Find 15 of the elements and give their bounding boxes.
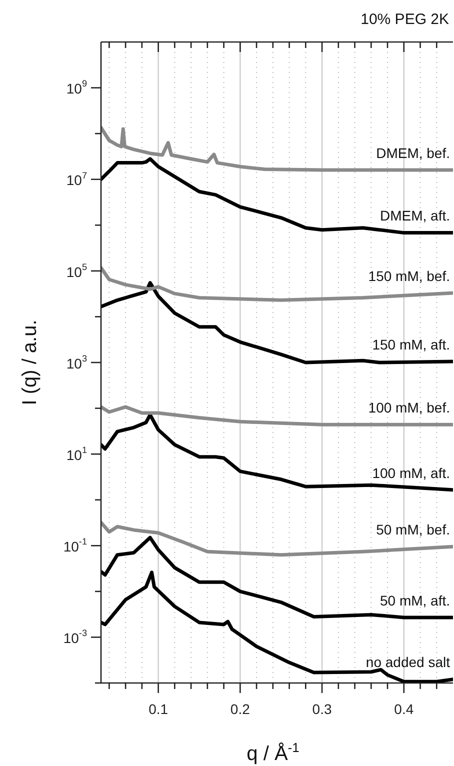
series-label: DMEM, bef. <box>376 144 450 161</box>
series-label: DMEM, aft. <box>380 208 450 224</box>
series-label: 100 mM, aft. <box>372 464 450 481</box>
series-label: 150 mM, aft. <box>372 336 450 352</box>
series-label: 100 mM, bef. <box>368 399 450 416</box>
x-tick-label: 0.4 <box>394 700 414 717</box>
x-tick-label: 0.3 <box>312 700 332 717</box>
y-axis-title: I (q) / a.u. <box>19 320 41 406</box>
x-tick-label: 0.2 <box>230 700 250 717</box>
series-label: 50 mM, aft. <box>380 592 450 608</box>
series-label: 50 mM, bef. <box>376 522 450 538</box>
series-label: 150 mM, bef. <box>368 268 450 284</box>
series-label: no added salt <box>366 654 450 670</box>
x-tick-label: 0.1 <box>148 700 168 717</box>
chart-title: 10% PEG 2K <box>360 11 450 28</box>
